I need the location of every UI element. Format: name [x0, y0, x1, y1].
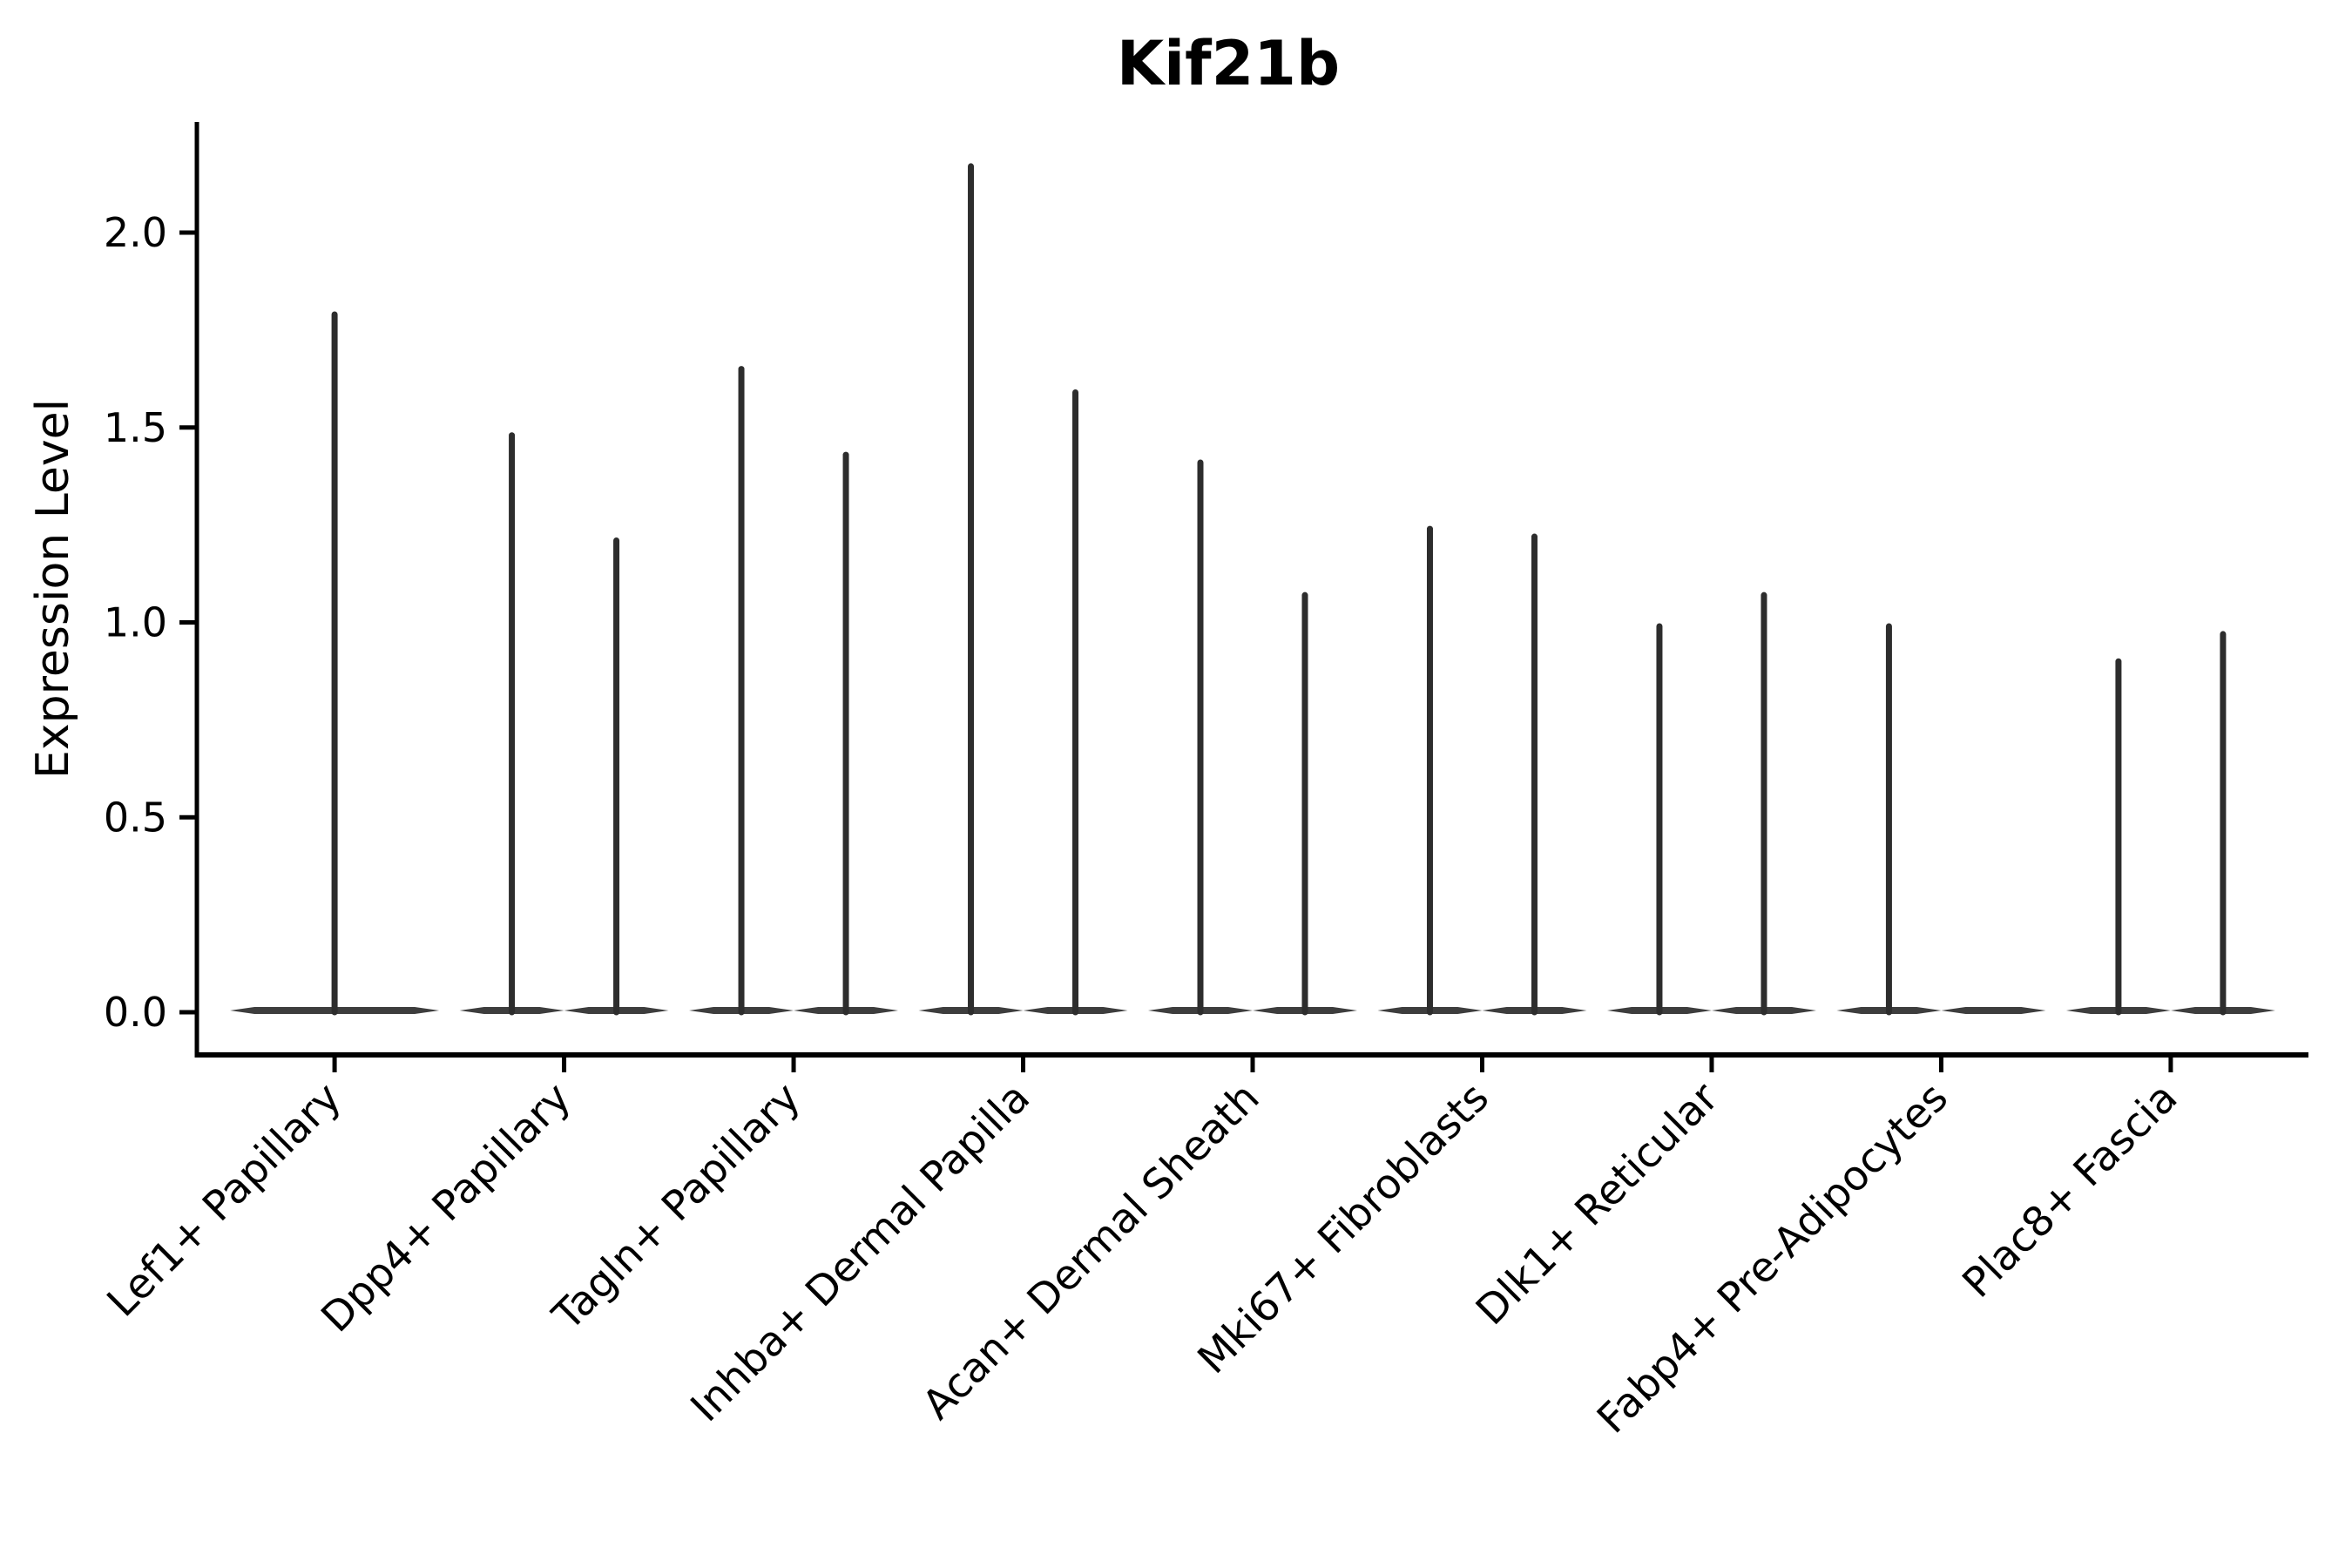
y-tick-label: 1.5 [104, 404, 167, 451]
x-tick-label: Tagln+ Papillary [544, 1074, 810, 1341]
violin-layer [230, 163, 2275, 1016]
y-tick-label: 2.0 [104, 209, 167, 256]
x-tick-label: Lef1+ Papillary [98, 1074, 351, 1327]
chart-title: Kif21b [1117, 28, 1340, 99]
x-tick-label: Dpp4+ Papillary [312, 1074, 580, 1342]
x-tick-label: Dlk1+ Reticular [1467, 1073, 1728, 1335]
y-axis-label: Expression Level [27, 399, 79, 779]
axes-layer: 0.0 0.5 1.0 1.5 2.0 [104, 122, 2308, 1072]
y-tick-label: 1.0 [104, 599, 167, 646]
y-tick-label: 0.0 [104, 989, 167, 1036]
x-tick-label: Plac8+ Fascia [1953, 1074, 2186, 1308]
y-tick-label: 0.5 [104, 794, 167, 841]
violin-base [1941, 1007, 2046, 1014]
